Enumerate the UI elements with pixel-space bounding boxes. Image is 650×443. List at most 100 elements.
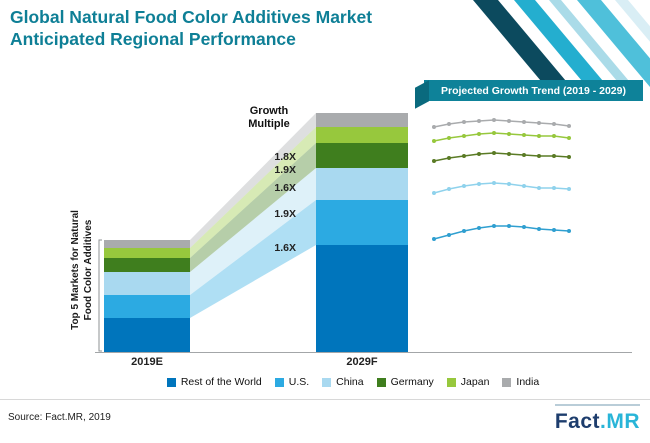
page-title-line2: Anticipated Regional Performance — [10, 29, 296, 49]
brand-logo-fact: Fact — [554, 410, 600, 433]
trend-point-germany — [432, 159, 436, 163]
trend-point-u-s — [552, 228, 556, 232]
trend-point-japan — [492, 131, 496, 135]
chart-legend: Rest of the World U.S. China Germany Japan In… — [28, 376, 650, 388]
trend-point-india — [477, 119, 481, 123]
legend-swatch — [274, 377, 284, 387]
trend-point-germany — [492, 151, 496, 155]
y-axis-label-line2: Food Color Additives — [83, 219, 94, 321]
growth-band-germany — [190, 143, 316, 272]
y-axis-label: Top 5 Markets for Natural Food Color Add… — [69, 195, 97, 345]
footer-divider — [0, 399, 650, 400]
trend-line-japan — [433, 132, 570, 142]
source-note: Source: Fact.MR, 2019 — [8, 412, 111, 423]
growth-multiple-india: 1.8X — [274, 151, 296, 164]
y-axis-label-line1: Top 5 Markets for Natural — [70, 210, 81, 330]
trend-point-india — [567, 124, 571, 128]
trend-line-u-s — [433, 225, 570, 240]
trend-point-china — [567, 187, 571, 191]
growth-band-china — [190, 168, 316, 295]
trend-point-u-s — [477, 226, 481, 230]
trend-point-japan — [432, 139, 436, 143]
brand-logo: Fact.MR — [554, 404, 640, 434]
legend-swatch — [502, 377, 512, 387]
trend-line-india — [433, 119, 570, 128]
growth-multiple-china: 1.9X — [274, 207, 296, 220]
trend-point-japan — [477, 132, 481, 136]
trend-point-japan — [507, 132, 511, 136]
bar-height-bracket — [98, 239, 102, 352]
legend-item-japan: Japan — [446, 376, 490, 388]
trend-panel-title: Projected Growth Trend (2019 - 2029) — [441, 84, 626, 97]
trend-point-japan — [552, 134, 556, 138]
trend-point-germany — [447, 156, 451, 160]
page-title: Global Natural Food Color Additives Mark… — [10, 6, 372, 50]
trend-point-india — [447, 122, 451, 126]
legend-label: Japan — [460, 376, 490, 388]
bar-2029f-india — [316, 113, 408, 127]
legend-label: Germany — [390, 376, 434, 388]
trend-point-india — [462, 120, 466, 124]
growth-band-japan — [190, 127, 316, 258]
growth-multiple-header: Growth Multiple — [248, 105, 290, 130]
bar-2029f-germany — [316, 143, 408, 168]
bar-2029f-china — [316, 168, 408, 200]
legend-swatch — [376, 377, 386, 387]
page-title-line1: Global Natural Food Color Additives Mark… — [10, 7, 373, 27]
trend-point-u-s — [567, 229, 571, 233]
trend-point-germany — [477, 152, 481, 156]
trend-point-japan — [522, 133, 526, 137]
trend-point-japan — [447, 136, 451, 140]
trend-point-germany — [522, 153, 526, 157]
trend-point-germany — [462, 154, 466, 158]
trend-line-china — [433, 182, 570, 194]
trend-line-germany — [433, 152, 570, 162]
legend-label: India — [516, 376, 540, 388]
legend-label: China — [336, 376, 364, 388]
trend-point-china — [462, 184, 466, 188]
trend-point-u-s — [507, 224, 511, 228]
bar-2019e-japan — [104, 248, 190, 258]
bar-2029f-rest-of-the-world — [316, 245, 408, 352]
trend-point-china — [537, 186, 541, 190]
trend-point-japan — [537, 134, 541, 138]
trend-point-germany — [537, 154, 541, 158]
trend-point-india — [552, 122, 556, 126]
trend-point-china — [492, 181, 496, 185]
growth-band-u-s — [190, 200, 316, 318]
trend-point-india — [432, 125, 436, 129]
bar-2019e-rest-of-the-world — [104, 318, 190, 352]
bar-2019e-u-s — [104, 295, 190, 318]
brand-logo-mr: .MR — [600, 410, 640, 433]
trend-point-germany — [507, 152, 511, 156]
trend-point-india — [537, 121, 541, 125]
growth-multiple-u-s: 1.6X — [274, 241, 296, 254]
bar-2019e-germany — [104, 258, 190, 272]
legend-item-china: China — [322, 376, 364, 388]
legend-item-india: India — [502, 376, 539, 388]
bar-2029f-u-s — [316, 200, 408, 245]
trend-point-china — [432, 191, 436, 195]
legend-swatch — [322, 377, 332, 387]
bar-2029f-japan — [316, 127, 408, 143]
bar-2019e-india — [104, 240, 190, 248]
trend-point-india — [507, 119, 511, 123]
legend-item-u-s: U.S. — [274, 376, 309, 388]
trend-point-china — [522, 184, 526, 188]
trend-point-china — [507, 182, 511, 186]
trend-point-india — [522, 120, 526, 124]
trend-point-u-s — [432, 237, 436, 241]
trend-point-u-s — [492, 224, 496, 228]
trend-point-germany — [567, 155, 571, 159]
legend-swatch — [166, 377, 176, 387]
trend-point-china — [552, 186, 556, 190]
trend-point-india — [492, 118, 496, 122]
growth-band-india — [190, 113, 316, 248]
trend-point-u-s — [537, 227, 541, 231]
legend-swatch — [446, 377, 456, 387]
trend-point-china — [447, 187, 451, 191]
trend-point-japan — [567, 136, 571, 140]
trend-point-u-s — [522, 225, 526, 229]
